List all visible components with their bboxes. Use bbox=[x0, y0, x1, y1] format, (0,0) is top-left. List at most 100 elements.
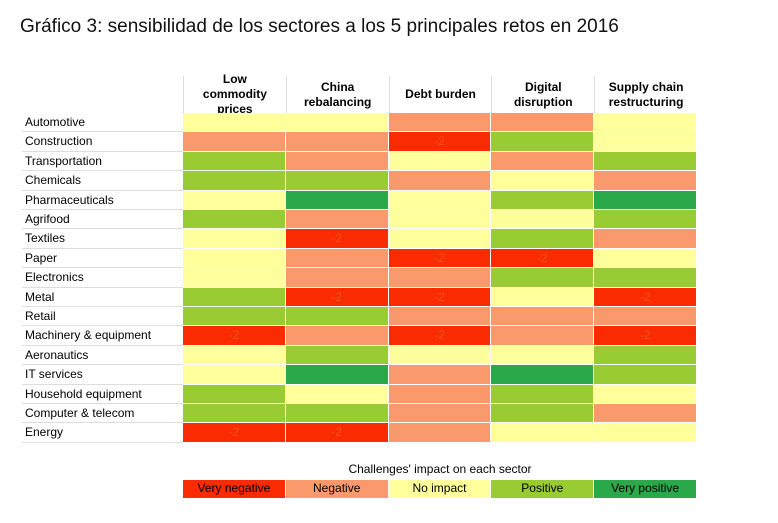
heatmap-cell: -1 bbox=[285, 268, 389, 288]
heatmap-cell: 1 bbox=[594, 210, 697, 230]
row-label: Textiles bbox=[22, 229, 183, 249]
heatmap-cell: -1 bbox=[594, 404, 697, 424]
heatmap-cell: -2 bbox=[285, 287, 389, 307]
heatmap-cell: 1 bbox=[594, 365, 697, 385]
legend-item: No impact bbox=[388, 480, 492, 498]
row-label: IT services bbox=[22, 365, 183, 385]
row-label: Agrifood bbox=[22, 210, 183, 230]
heatmap-cell: 0 bbox=[183, 113, 286, 133]
heatmap-cell: 1 bbox=[491, 229, 595, 249]
heatmap-cell: -1 bbox=[491, 326, 595, 346]
heatmap-cell: 0 bbox=[594, 248, 697, 269]
row-label: Aeronautics bbox=[22, 346, 183, 366]
heatmap-cell: -1 bbox=[183, 132, 286, 152]
heatmap-cell: 0 bbox=[594, 132, 697, 152]
row-label: Computer & telecom bbox=[22, 404, 183, 424]
heatmap-cell: 0 bbox=[183, 268, 286, 288]
row-label: Metal bbox=[22, 288, 183, 307]
heatmap-cell: 1 bbox=[594, 151, 697, 172]
heatmap-cell: 0 bbox=[388, 229, 492, 249]
heatmap-cell: 1 bbox=[285, 307, 389, 327]
heatmap-cell: -1 bbox=[285, 151, 389, 172]
heatmap-cell: 0 bbox=[388, 190, 492, 210]
heatmap-cell: -2 bbox=[594, 326, 697, 346]
row-label: Paper bbox=[22, 249, 183, 269]
column-header: Digital disruption bbox=[491, 76, 594, 113]
heatmap-cell: 1 bbox=[594, 345, 697, 366]
heatmap-cell: 0 bbox=[183, 365, 286, 385]
heatmap-cell: -1 bbox=[285, 132, 389, 152]
heatmap-cell: 1 bbox=[183, 307, 286, 327]
row-label: Retail bbox=[22, 307, 183, 327]
heatmap-cell: -1 bbox=[491, 151, 595, 172]
heatmap-cell: -2 bbox=[388, 248, 492, 269]
heatmap-cell: -1 bbox=[388, 307, 492, 327]
column-header: Supply chain restructuring bbox=[594, 76, 697, 113]
heatmap-cell: -1 bbox=[388, 365, 492, 385]
heatmap-cell: 0 bbox=[285, 113, 389, 133]
heatmap-cell: 0 bbox=[594, 113, 697, 133]
heatmap-cell: -1 bbox=[285, 210, 389, 230]
heatmap-cell: 0 bbox=[388, 151, 492, 172]
heatmap-cell: -1 bbox=[491, 307, 595, 327]
heatmap-cell: -2 bbox=[183, 423, 286, 443]
heatmap-cell: -2 bbox=[388, 287, 492, 307]
heatmap-cell: 0 bbox=[491, 287, 595, 307]
heatmap-cell: -1 bbox=[388, 404, 492, 424]
heatmap-cell: 0 bbox=[491, 345, 595, 366]
row-label: Electronics bbox=[22, 268, 183, 288]
heatmap-cell: -1 bbox=[594, 171, 697, 191]
chart-title: Gráfico 3: sensibilidad de los sectores … bbox=[20, 16, 619, 37]
heatmap-cell: 1 bbox=[491, 268, 595, 288]
heatmap-cell: 1 bbox=[285, 345, 389, 366]
heatmap-cell: 1 bbox=[491, 384, 595, 404]
heatmap-cell: -1 bbox=[388, 384, 492, 404]
heatmap-cell: 2 bbox=[491, 365, 595, 385]
heatmap-cell: 1 bbox=[285, 171, 389, 191]
heatmap-cell: 1 bbox=[285, 404, 389, 424]
heatmap-cell: -2 bbox=[388, 132, 492, 152]
heatmap-cell: 0 bbox=[491, 423, 595, 443]
heatmap-cell: 2 bbox=[285, 365, 389, 385]
heatmap-cell: 1 bbox=[183, 151, 286, 172]
heatmap-cell: -1 bbox=[594, 307, 697, 327]
heatmap-cell: -1 bbox=[285, 248, 389, 269]
row-label: Automotive bbox=[22, 113, 183, 133]
column-header: China rebalancing bbox=[285, 76, 389, 113]
row-label: Transportation bbox=[22, 152, 183, 172]
heatmap-cell: -2 bbox=[594, 287, 697, 307]
heatmap-cell: 2 bbox=[285, 190, 389, 210]
row-label: Household equipment bbox=[22, 385, 183, 404]
heatmap-cell: 0 bbox=[183, 345, 286, 366]
heatmap-cell: 0 bbox=[388, 210, 492, 230]
heatmap-cell: -2 bbox=[183, 326, 286, 346]
legend-item: Very negative bbox=[183, 480, 286, 498]
legend-item: Very positive bbox=[594, 480, 697, 498]
column-header: Debt burden bbox=[388, 76, 492, 113]
heatmap-cell: 1 bbox=[491, 190, 595, 210]
heatmap-cell: 1 bbox=[183, 384, 286, 404]
heatmap-cell: 0 bbox=[183, 248, 286, 269]
row-label: Pharmaceuticals bbox=[22, 191, 183, 210]
heatmap-cell: -1 bbox=[388, 113, 492, 133]
heatmap-cell: -1 bbox=[388, 171, 492, 191]
heatmap-cell: 0 bbox=[183, 190, 286, 210]
heatmap-cell: 0 bbox=[594, 384, 697, 404]
heatmap-cell: 1 bbox=[491, 404, 595, 424]
heatmap-cell: 1 bbox=[491, 132, 595, 152]
heatmap-cell: 0 bbox=[388, 345, 492, 366]
heatmap-cell: -2 bbox=[491, 248, 595, 269]
heatmap-cell: 2 bbox=[594, 190, 697, 210]
heatmap-cell: -1 bbox=[491, 113, 595, 133]
heatmap-cell: -1 bbox=[388, 423, 492, 443]
heatmap-cell: -1 bbox=[594, 229, 697, 249]
legend-item: Positive bbox=[491, 480, 595, 498]
heatmap-cell: 1 bbox=[594, 268, 697, 288]
heatmap-cell: -2 bbox=[285, 229, 389, 249]
heatmap-cell: 0 bbox=[594, 423, 697, 443]
heatmap-cell: 1 bbox=[183, 287, 286, 307]
heatmap-cell: 0 bbox=[183, 229, 286, 249]
heatmap-cell: 1 bbox=[183, 171, 286, 191]
column-header: Low commodity prices bbox=[183, 72, 286, 116]
